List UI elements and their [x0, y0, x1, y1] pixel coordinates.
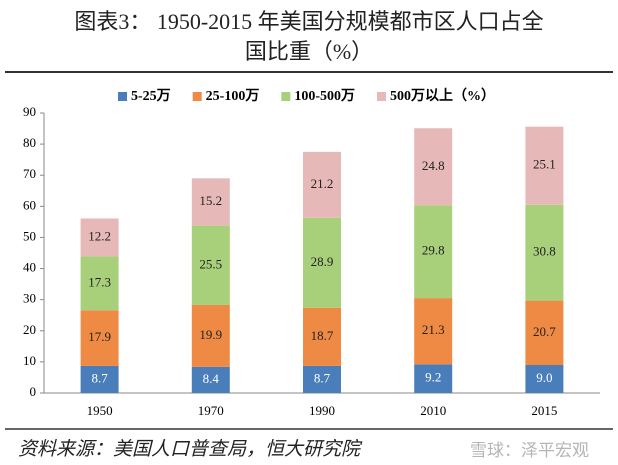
bar-segment — [303, 217, 341, 308]
bar-segment — [191, 304, 230, 367]
data-label: 20.7 — [533, 324, 556, 339]
y-tick-label: 90 — [23, 104, 36, 119]
data-label: 29.8 — [422, 243, 445, 258]
data-label: 17.3 — [88, 274, 111, 289]
bar-segment — [303, 307, 341, 366]
bar-segment — [303, 365, 341, 393]
legend-swatch — [281, 92, 291, 101]
y-tick-label: 40 — [23, 260, 36, 275]
x-tick-label: 2015 — [531, 403, 557, 418]
bar-segment — [525, 204, 564, 301]
legend-swatch — [118, 92, 127, 101]
legend-label: 100-500万 — [294, 88, 355, 104]
data-label: 9.2 — [425, 370, 441, 385]
bar-segment — [525, 300, 564, 365]
y-tick-label: 20 — [23, 322, 36, 337]
y-tick-label: 80 — [23, 135, 36, 150]
x-tick-label: 2010 — [420, 403, 446, 418]
watermark: 雪球：泽平宏观 — [470, 441, 589, 461]
x-tick-label: 1990 — [309, 403, 335, 418]
y-tick-label: 30 — [23, 291, 36, 306]
bar-segment — [80, 310, 119, 366]
legend-label: 500万以上（%） — [390, 88, 495, 104]
x-tick-label: 1950 — [87, 403, 113, 418]
data-label: 25.1 — [533, 157, 556, 172]
bar-segment — [80, 365, 119, 393]
y-tick-label: 50 — [23, 228, 36, 243]
y-tick-label: 60 — [23, 197, 36, 212]
y-tick-label: 70 — [23, 166, 36, 181]
data-label: 18.7 — [311, 328, 334, 343]
legend-swatch — [192, 92, 202, 101]
data-label: 17.9 — [88, 329, 111, 344]
y-tick-label: 0 — [30, 384, 37, 399]
bar-segment — [525, 126, 564, 205]
data-label: 8.7 — [91, 370, 108, 385]
chart-title: 图表3： 1950-2015 年美国分规模都市区人口占全 — [74, 9, 544, 34]
data-label: 21.2 — [311, 176, 334, 191]
data-label: 15.2 — [199, 193, 222, 208]
data-label: 8.4 — [203, 371, 220, 386]
legend-label: 5-25万 — [131, 88, 171, 104]
bar-segment — [191, 225, 230, 305]
legend-swatch — [377, 92, 387, 101]
data-label: 24.8 — [422, 158, 445, 173]
bar-segment — [414, 128, 453, 206]
bar-segment — [525, 365, 564, 393]
y-tick-label: 10 — [23, 353, 36, 368]
data-label: 28.9 — [311, 254, 334, 269]
bar-segment — [414, 205, 453, 299]
bar-segment — [80, 256, 119, 311]
bar-segment — [191, 178, 230, 226]
chart-title: 国比重（%） — [244, 39, 374, 64]
data-label: 12.2 — [88, 228, 111, 243]
bar-segment — [414, 364, 453, 393]
data-label: 8.7 — [314, 370, 331, 385]
bar-segment — [303, 151, 341, 218]
data-label: 9.0 — [536, 370, 552, 385]
bar-segment — [191, 366, 230, 393]
legend-label: 25-100万 — [206, 88, 260, 104]
data-label: 19.9 — [199, 327, 222, 342]
bar-segment — [80, 218, 119, 257]
source: 资料来源：美国人口普查局，恒大研究院 — [18, 439, 361, 460]
bar-segment — [414, 298, 453, 365]
data-label: 30.8 — [533, 244, 556, 259]
data-label: 25.5 — [199, 256, 222, 271]
x-tick-label: 1970 — [198, 403, 224, 418]
data-label: 21.3 — [422, 322, 445, 337]
